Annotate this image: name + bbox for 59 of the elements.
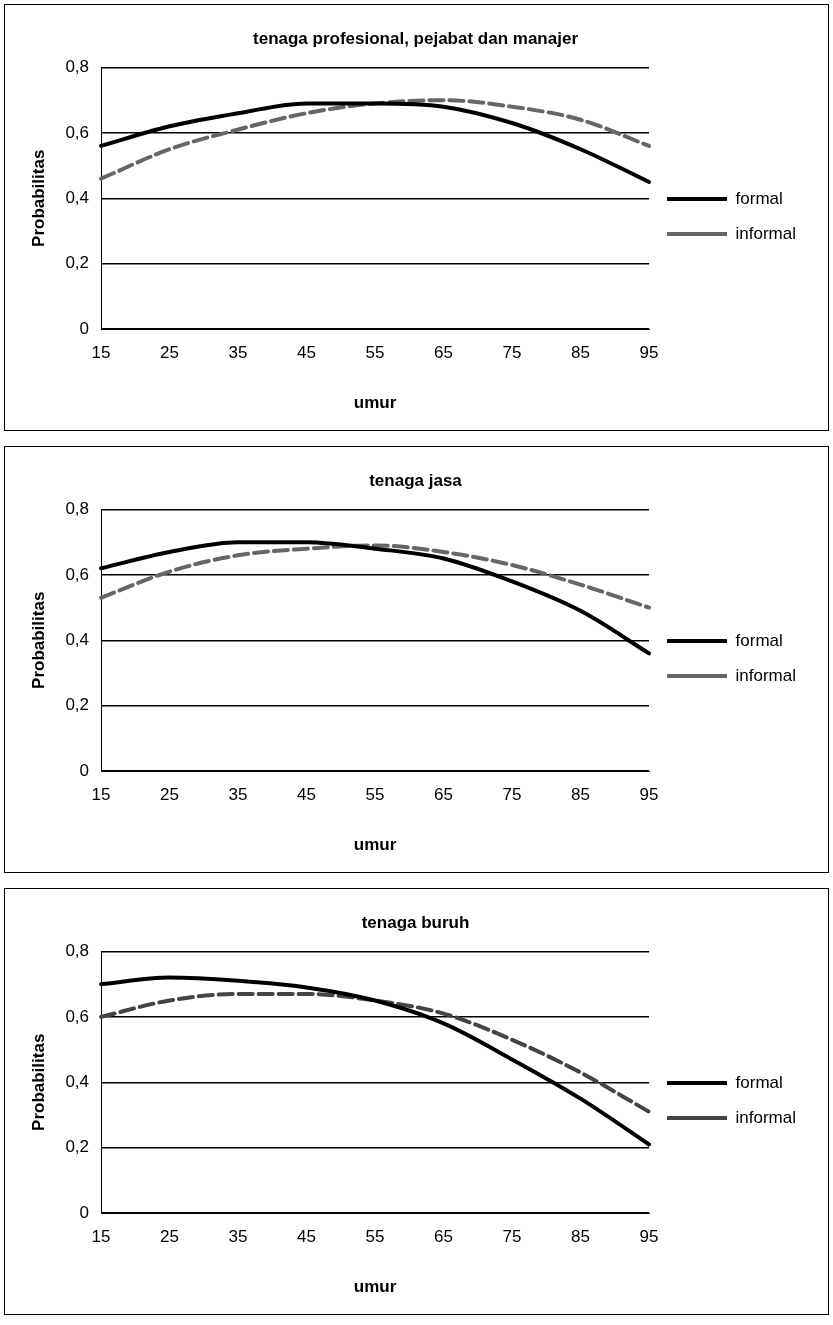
legend-label: formal bbox=[735, 1072, 783, 1092]
y-tick-label: 0 bbox=[79, 1202, 90, 1222]
chart-title: tenaga buruh bbox=[361, 912, 470, 932]
y-tick-label: 0,6 bbox=[65, 1006, 90, 1026]
x-tick-label: 85 bbox=[571, 785, 590, 805]
x-axis-title: umur bbox=[353, 393, 397, 413]
y-tick-label: 0,6 bbox=[65, 564, 90, 584]
y-tick-label: 0,8 bbox=[65, 499, 90, 519]
x-tick-label: 65 bbox=[434, 785, 453, 805]
legend-label: formal bbox=[735, 188, 783, 208]
x-tick-label: 75 bbox=[502, 1227, 522, 1247]
x-tick-label: 75 bbox=[502, 343, 522, 363]
x-tick-label: 25 bbox=[160, 785, 179, 805]
x-tick-label: 45 bbox=[297, 785, 316, 805]
y-tick-label: 0,4 bbox=[65, 187, 90, 207]
y-tick-label: 0,2 bbox=[65, 695, 90, 715]
x-tick-label: 15 bbox=[91, 343, 111, 363]
y-tick-label: 0,2 bbox=[65, 1137, 90, 1157]
x-tick-label: 85 bbox=[571, 1227, 590, 1247]
chart-title: tenaga jasa bbox=[369, 470, 463, 490]
x-tick-label: 35 bbox=[228, 785, 248, 805]
y-axis-title: Probabilitas bbox=[28, 1033, 48, 1131]
legend-label: informal bbox=[735, 223, 797, 243]
y-tick-label: 0,8 bbox=[65, 57, 90, 77]
x-tick-label: 35 bbox=[228, 1227, 248, 1247]
x-tick-label: 65 bbox=[434, 1227, 453, 1247]
x-axis-title: umur bbox=[353, 1277, 397, 1297]
y-tick-label: 0,4 bbox=[65, 1071, 90, 1091]
y-tick-label: 0,8 bbox=[65, 941, 90, 961]
y-tick-label: 0,6 bbox=[65, 122, 90, 142]
y-axis-title: Probabilitas bbox=[28, 149, 48, 247]
x-tick-label: 45 bbox=[297, 343, 316, 363]
y-tick-label: 0,4 bbox=[65, 629, 90, 649]
x-tick-label: 55 bbox=[365, 785, 385, 805]
legend-label: informal bbox=[735, 665, 797, 685]
legend-label: informal bbox=[735, 1107, 797, 1127]
chart-title: tenaga profesional, pejabat dan manajer bbox=[253, 28, 579, 48]
x-tick-label: 95 bbox=[639, 785, 659, 805]
y-tick-label: 0 bbox=[79, 760, 90, 780]
line-series bbox=[99, 991, 652, 1114]
x-tick-label: 55 bbox=[365, 1227, 385, 1247]
x-tick-label: 15 bbox=[91, 785, 111, 805]
y-tick-label: 0 bbox=[79, 318, 90, 338]
x-tick-label: 95 bbox=[639, 1227, 659, 1247]
legend-label: formal bbox=[735, 630, 783, 650]
x-tick-label: 75 bbox=[502, 785, 522, 805]
line-series bbox=[99, 543, 652, 610]
x-tick-label: 55 bbox=[365, 343, 385, 363]
x-tick-label: 85 bbox=[571, 343, 590, 363]
x-tick-label: 25 bbox=[160, 1227, 179, 1247]
y-axis-title: Probabilitas bbox=[28, 591, 48, 689]
x-tick-label: 25 bbox=[160, 343, 179, 363]
y-tick-label: 0,2 bbox=[65, 253, 90, 273]
x-tick-label: 95 bbox=[639, 343, 659, 363]
x-tick-label: 65 bbox=[434, 343, 453, 363]
x-tick-label: 15 bbox=[91, 1227, 111, 1247]
x-axis-title: umur bbox=[353, 835, 397, 855]
x-tick-label: 35 bbox=[228, 343, 248, 363]
x-tick-label: 45 bbox=[297, 1227, 316, 1247]
